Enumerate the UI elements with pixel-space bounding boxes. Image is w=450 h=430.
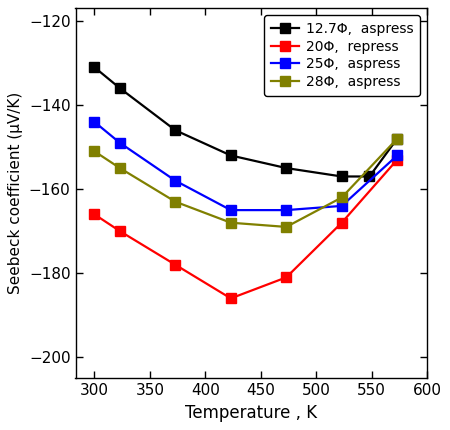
Legend: 12.7Φ,  aspress, 20Φ,  repress, 25Φ,  aspress, 28Φ,  aspress: 12.7Φ, aspress, 20Φ, repress, 25Φ, aspre… [264, 15, 420, 95]
12.7Φ,  aspress [92, 64, 97, 70]
20Φ,  repress [228, 296, 234, 301]
Line: 25Φ,  aspress: 25Φ, aspress [90, 117, 402, 215]
Y-axis label: Seebeck coefficient (μV/K): Seebeck coefficient (μV/K) [9, 92, 23, 295]
20Φ,  repress [173, 262, 178, 267]
25Φ,  aspress [117, 140, 122, 145]
12.7Φ,  aspress [395, 136, 400, 141]
12.7Φ,  aspress [228, 153, 234, 158]
12.7Φ,  aspress [339, 174, 344, 179]
28Φ,  aspress [117, 166, 122, 171]
28Φ,  aspress [339, 195, 344, 200]
20Φ,  repress [395, 157, 400, 162]
25Φ,  aspress [339, 203, 344, 209]
20Φ,  repress [284, 275, 289, 280]
25Φ,  aspress [92, 119, 97, 124]
X-axis label: Temperature , K: Temperature , K [185, 404, 317, 422]
25Φ,  aspress [228, 208, 234, 213]
25Φ,  aspress [395, 153, 400, 158]
28Φ,  aspress [92, 149, 97, 154]
Line: 20Φ,  repress: 20Φ, repress [90, 155, 402, 303]
Line: 28Φ,  aspress: 28Φ, aspress [90, 134, 402, 232]
25Φ,  aspress [284, 208, 289, 213]
12.7Φ,  aspress [117, 86, 122, 91]
12.7Φ,  aspress [284, 166, 289, 171]
20Φ,  repress [117, 228, 122, 233]
28Φ,  aspress [173, 199, 178, 204]
20Φ,  repress [92, 212, 97, 217]
Line: 12.7Φ,  aspress: 12.7Φ, aspress [90, 62, 402, 181]
12.7Φ,  aspress [367, 174, 372, 179]
20Φ,  repress [339, 220, 344, 225]
28Φ,  aspress [284, 224, 289, 230]
12.7Φ,  aspress [173, 128, 178, 133]
28Φ,  aspress [395, 136, 400, 141]
28Φ,  aspress [228, 220, 234, 225]
25Φ,  aspress [173, 178, 178, 183]
